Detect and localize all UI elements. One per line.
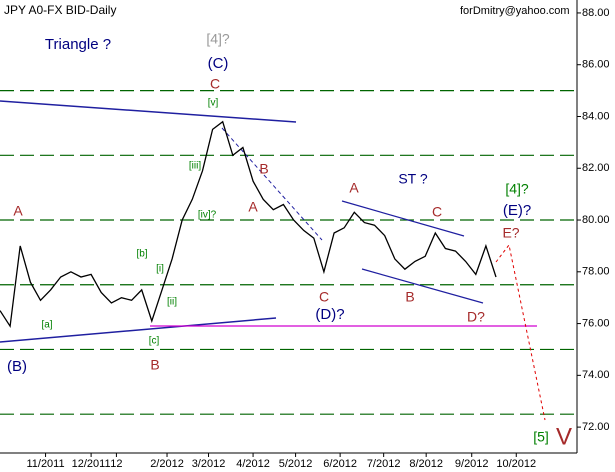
- x-tick-label: 3/2012: [192, 458, 226, 470]
- wave-label: [iv]?: [198, 210, 217, 221]
- wave-label: E?: [502, 225, 519, 241]
- wave-label: A: [248, 199, 258, 215]
- x-tick-label: 6/2012: [323, 458, 357, 470]
- wave-label: [c]: [149, 336, 160, 347]
- wave-label: [i]: [156, 264, 164, 275]
- x-tick-label: 4/2012: [236, 458, 270, 470]
- x-tick-label: 5/2012: [279, 458, 313, 470]
- y-tick-label: 78.00: [582, 266, 610, 278]
- y-tick-label: 84.00: [582, 110, 610, 122]
- wave-label: A: [13, 203, 23, 219]
- y-tick-label: 76.00: [582, 317, 610, 329]
- chart-subtitle: forDmitry@yahoo.com: [460, 5, 570, 17]
- y-tick-label: 74.00: [582, 369, 610, 381]
- wave-label: V: [556, 423, 572, 450]
- wave-label: (D)?: [315, 306, 344, 323]
- wave-label: B: [259, 161, 268, 177]
- y-tick-label: 86.00: [582, 59, 610, 71]
- x-tick-label: 12/2011: [72, 458, 111, 470]
- wave-label: D?: [467, 309, 485, 325]
- price-line: [0, 120, 497, 329]
- wave-label: B: [405, 289, 414, 305]
- x-tick-label: 12: [110, 458, 122, 470]
- wave-label: [4]?: [206, 31, 230, 47]
- wave-label: Triangle ?: [45, 36, 111, 53]
- y-tick-label: 82.00: [582, 162, 610, 174]
- trend-line: [0, 317, 277, 343]
- wave-label: [v]: [208, 98, 219, 109]
- x-tick-label: 10/2012: [496, 458, 536, 470]
- y-tick-label: 88.00: [582, 7, 610, 19]
- y-tick-label: 80.00: [582, 214, 610, 226]
- forecast-path: [495, 243, 546, 421]
- wave-label: [5]: [533, 429, 549, 445]
- wave-label: [iii]: [189, 161, 201, 172]
- x-tick-label: 2/2012: [150, 458, 184, 470]
- wave-label: [b]: [136, 249, 147, 260]
- x-tick-label: 9/2012: [455, 458, 489, 470]
- wave-label: B: [150, 357, 159, 373]
- wave-label: C: [432, 204, 442, 220]
- wave-label: (B): [7, 358, 27, 375]
- wave-label: C: [319, 289, 329, 305]
- wave-label: [4]?: [505, 181, 529, 197]
- x-tick-label: 11/2011: [26, 458, 64, 470]
- trend-line: [361, 268, 484, 304]
- x-tick-label: 8/2012: [409, 458, 443, 470]
- wave-label: C: [210, 76, 220, 92]
- wave-label: (C): [208, 55, 229, 72]
- wave-label: [a]: [41, 320, 52, 331]
- wave-label: ST ?: [398, 171, 428, 187]
- x-tick-label: 7/2012: [367, 458, 401, 470]
- wave-label: (E)?: [503, 202, 531, 219]
- wave-label: A: [349, 180, 359, 196]
- trend-line: [0, 100, 297, 123]
- trend-line: [341, 200, 465, 237]
- chart-title: JPY A0-FX BID-Daily: [4, 3, 116, 17]
- y-tick-label: 72.00: [582, 421, 610, 433]
- wave-label: [ii]: [167, 297, 177, 308]
